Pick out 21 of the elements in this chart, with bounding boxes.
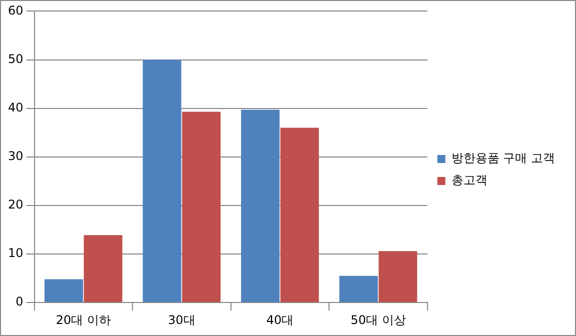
y-tick-label: 0 bbox=[16, 294, 24, 309]
bar bbox=[339, 276, 378, 302]
y-tick-label: 20 bbox=[8, 198, 24, 212]
bar bbox=[241, 110, 280, 302]
bar bbox=[84, 235, 122, 302]
y-tick-label: 10 bbox=[8, 246, 24, 260]
bar bbox=[44, 279, 84, 302]
x-tick-label: 30대 bbox=[168, 312, 196, 327]
legend-label: 총고객 bbox=[451, 173, 488, 188]
legend-label: 방한용품 구매 고객 bbox=[451, 151, 556, 166]
y-tick-label: 60 bbox=[8, 3, 24, 18]
x-tick-label: 50대 이상 bbox=[350, 312, 406, 327]
y-tick-label: 40 bbox=[8, 100, 24, 114]
bar bbox=[142, 60, 182, 302]
bar bbox=[182, 112, 221, 302]
y-tick-label: 30 bbox=[8, 149, 24, 164]
bar bbox=[280, 128, 319, 302]
x-tick-label: 20대 이하 bbox=[56, 312, 111, 327]
y-tick-label: 50 bbox=[8, 52, 24, 66]
x-tick-label: 40대 bbox=[266, 312, 294, 327]
bar bbox=[378, 251, 418, 302]
